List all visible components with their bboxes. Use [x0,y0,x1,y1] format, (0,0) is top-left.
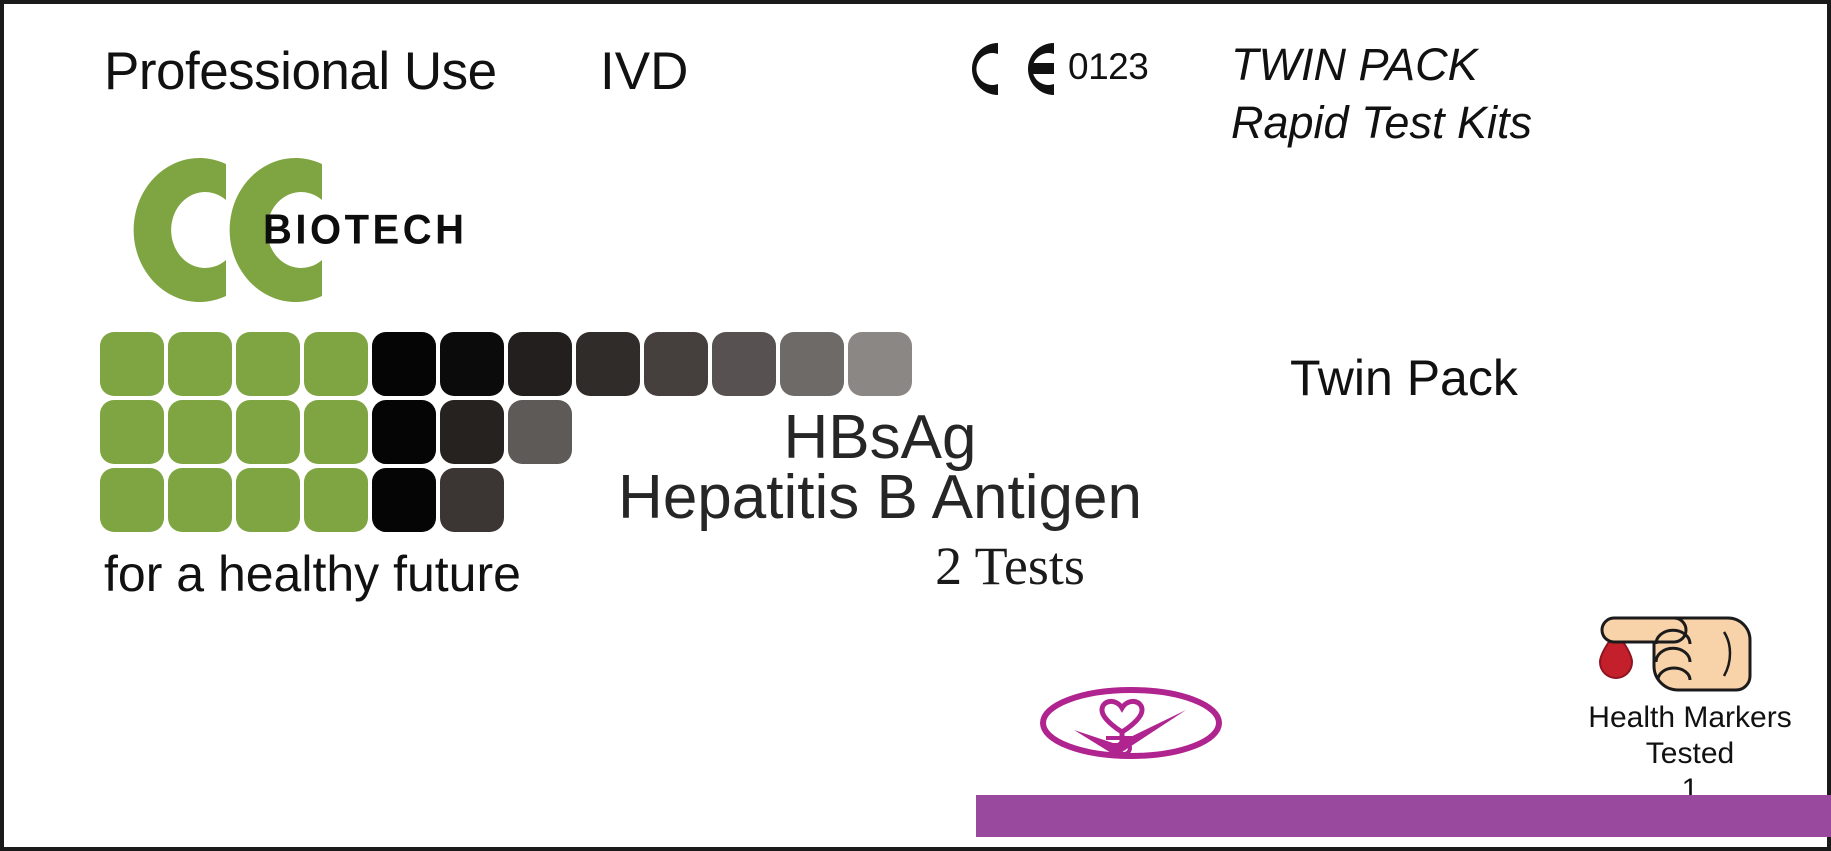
professional-use-label: Professional Use [104,42,497,101]
swatch-square [236,400,300,464]
swatch-square [168,468,232,532]
swatch-square [304,332,368,396]
swatch-row [100,400,912,464]
swatch-square [644,332,708,396]
twin-pack-heading-line2: Rapid Test Kits [1231,96,1532,148]
twin-pack-heading-line1: TWIN PACK [1231,39,1478,90]
swatch-square [304,400,368,464]
swatch-square [100,332,164,396]
product-name: Hepatitis B Antigen [618,463,1142,532]
swatch-square [440,400,504,464]
health-markers-block: Health Markers Tested 1 [1560,700,1820,808]
swatch-square [848,332,912,396]
health-markers-line1: Health Markers [1588,701,1792,734]
swatch-square [168,400,232,464]
product-code: HBsAg [783,403,977,472]
border-bottom [0,847,1831,851]
swatch-square [780,332,844,396]
swatch-square [100,468,164,532]
twin-pack-label: Twin Pack [1290,350,1518,406]
ce-mark-icon [962,38,1062,100]
brand-tagline: for a healthy future [104,546,521,602]
swatch-square [372,332,436,396]
swatch-square [100,400,164,464]
ce-notified-body-number: 0123 [1068,46,1149,87]
border-top [0,0,1831,4]
hand-with-blood-drop-icon [1578,604,1778,702]
test-count-label: 2 Tests [935,536,1085,596]
swatch-grid [100,332,912,536]
swatch-square [508,400,572,464]
swatch-square [508,332,572,396]
swatch-square [440,468,504,532]
cc-biotech-logo-icon [108,150,528,310]
swatch-square [168,332,232,396]
swatch-square [576,332,640,396]
footer-color-bar [976,795,1831,837]
ce-mark-block: 0123 [962,38,1149,100]
biotech-wordmark: BIOTECH [263,206,468,254]
ivd-label: IVD [600,42,689,101]
border-right [1827,0,1831,851]
swatch-row [100,332,912,396]
swatch-square [440,332,504,396]
swatch-square [372,400,436,464]
stethoscope-checkmark-icon [1036,686,1226,760]
health-markers-line2: Tested [1645,737,1735,770]
swatch-row [100,468,912,532]
swatch-square [236,332,300,396]
border-left [0,0,4,851]
swatch-square [712,332,776,396]
swatch-square [236,468,300,532]
swatch-square [304,468,368,532]
twin-pack-heading: TWIN PACK Rapid Test Kits [1231,36,1532,151]
swatch-square [372,468,436,532]
